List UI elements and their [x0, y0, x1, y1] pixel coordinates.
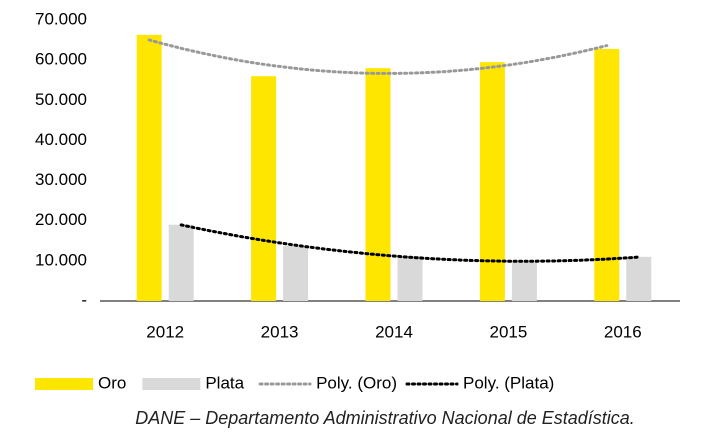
bar — [283, 246, 309, 301]
bar — [251, 76, 277, 301]
legend-label: Oro — [98, 373, 126, 392]
bar — [594, 48, 620, 301]
legend-label: Plata — [205, 373, 244, 392]
y-tick-label: 50.000 — [35, 90, 87, 109]
legend-swatch — [142, 378, 201, 390]
legend-label: Poly. (Plata) — [463, 373, 554, 392]
y-tick-label: 60.000 — [35, 50, 87, 69]
bar — [397, 256, 423, 301]
y-tick-label: 30.000 — [35, 170, 87, 189]
bar — [511, 262, 537, 301]
x-tick-label: 2015 — [489, 322, 527, 341]
legend-swatch — [35, 378, 93, 390]
y-tick-label: 40.000 — [35, 130, 87, 149]
bar — [479, 62, 505, 302]
y-tick-label: 20.000 — [35, 210, 87, 229]
legend-label: Poly. (Oro) — [316, 373, 397, 392]
y-tick-label: 10.000 — [35, 250, 87, 269]
trendline — [147, 38, 609, 75]
bar — [626, 256, 652, 301]
trendline — [179, 223, 641, 263]
y-tick-label: - — [81, 290, 87, 309]
source-caption: DANE – Departamento Administrativo Nacio… — [135, 408, 635, 428]
x-tick-label: 2013 — [261, 322, 299, 341]
bar — [168, 224, 194, 301]
x-tick-label: 2014 — [375, 322, 413, 341]
x-tick-label: 2016 — [604, 322, 642, 341]
y-tick-label: 70.000 — [35, 9, 87, 28]
x-tick-label: 2012 — [146, 322, 184, 341]
bar — [365, 68, 391, 302]
bar — [136, 34, 162, 302]
